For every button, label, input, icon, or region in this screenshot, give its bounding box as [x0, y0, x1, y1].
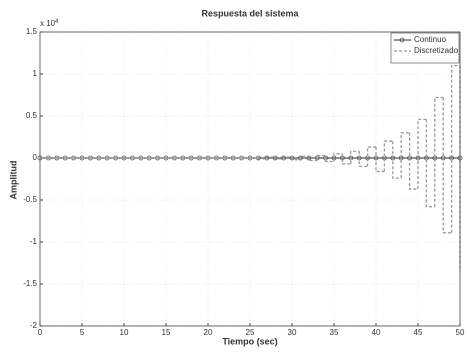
- legend-label: Continuo: [414, 35, 447, 44]
- x-tick-label: 45: [414, 328, 423, 337]
- marker: [415, 155, 421, 161]
- x-tick-label: 15: [162, 328, 171, 337]
- x-tick-label: 20: [204, 328, 213, 337]
- step-segment: [425, 119, 435, 208]
- y-tick-label: 0.5: [26, 111, 38, 120]
- y-tick-label: 0: [33, 153, 38, 162]
- x-tick-label: 50: [456, 328, 465, 337]
- x-tick-label: 0: [38, 328, 43, 337]
- y-tick-label: -2: [30, 321, 38, 330]
- step-segment: [257, 158, 267, 160]
- plot-frame: [39, 31, 461, 327]
- step-segment: [266, 156, 276, 159]
- marker: [264, 155, 270, 161]
- y-axis-label: Amplitud: [8, 161, 18, 200]
- y-tick-label: 1.5: [26, 27, 38, 36]
- multiplier-base: x 10: [40, 19, 56, 28]
- step-segment: [291, 157, 301, 161]
- step-segment: [434, 96, 444, 207]
- x-axis-label: Tiempo (sec): [222, 336, 277, 346]
- marker: [390, 155, 396, 161]
- step-segment: [324, 155, 334, 163]
- x-tick-label: 40: [372, 328, 381, 337]
- axis-multiplier: x 104: [40, 19, 59, 29]
- step-segment: [341, 153, 351, 165]
- x-tick-label: 35: [330, 328, 339, 337]
- step-segment: [358, 151, 368, 168]
- step-segment: [308, 156, 318, 162]
- y-tick-label: -0.5: [23, 195, 37, 204]
- x-tick-label: 5: [80, 328, 85, 337]
- step-segment: [383, 140, 393, 172]
- marker: [281, 155, 287, 161]
- step-segment: [316, 154, 326, 161]
- marker: [272, 155, 278, 161]
- step-segment: [417, 118, 427, 190]
- step-segment: [392, 141, 402, 179]
- x-tick-label: 25: [246, 328, 255, 337]
- step-segment: [282, 156, 292, 159]
- y-tick-label: -1.5: [23, 279, 37, 288]
- y-tick-label: 1: [33, 69, 38, 78]
- step-segment: [442, 97, 452, 234]
- step-segment: [299, 155, 309, 160]
- step-segment: [274, 157, 284, 160]
- step-segment: [408, 132, 418, 190]
- step-segment: [450, 64, 460, 233]
- chart-title: Respuesta del sistema: [201, 8, 299, 18]
- legend-label: Discretizado: [414, 46, 459, 55]
- step-segment: [333, 153, 343, 162]
- x-tick-label: 30: [288, 328, 297, 337]
- legend-marker: [399, 37, 405, 43]
- step-segment: [400, 132, 410, 179]
- marker: [356, 155, 362, 161]
- multiplier-exponent: 4: [55, 19, 59, 25]
- x-tick-label: 10: [120, 328, 129, 337]
- step-segment: [350, 150, 360, 164]
- y-tick-label: -1: [30, 237, 38, 246]
- step-segment: [366, 146, 376, 167]
